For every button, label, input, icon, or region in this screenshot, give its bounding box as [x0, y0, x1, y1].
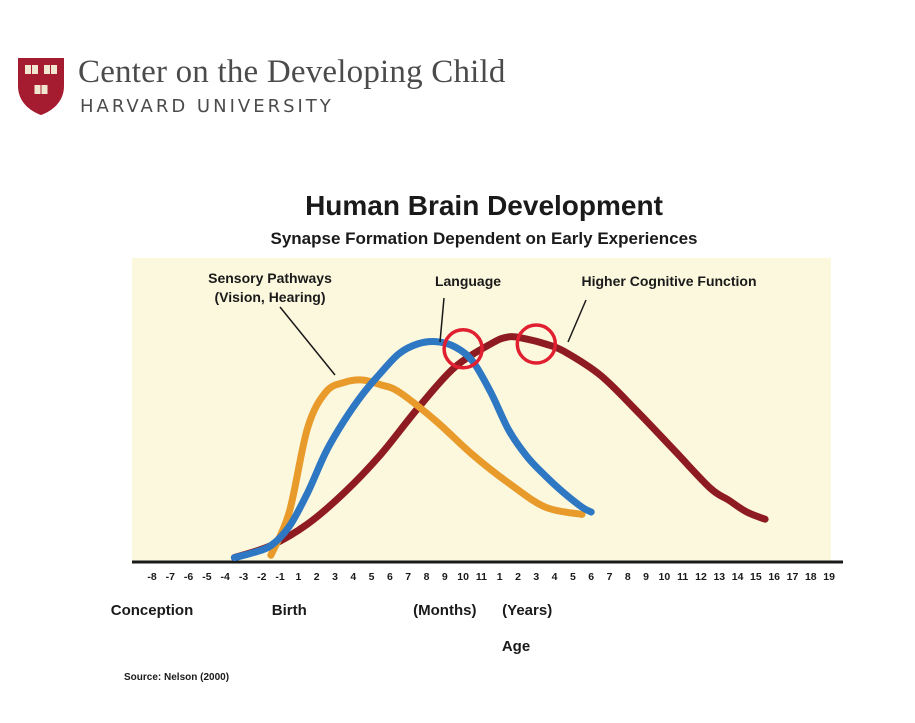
higher-cognitive-function-curve [230, 333, 769, 562]
x-tick-label: 5 [369, 571, 375, 583]
x-group-label: (Years) [502, 602, 552, 619]
x-tick-label: 4 [350, 571, 356, 583]
x-tick-label: 5 [570, 571, 576, 583]
x-tick-label: 17 [787, 571, 799, 583]
x-tick-label: 10 [457, 571, 469, 583]
x-tick-label: 9 [643, 571, 649, 583]
x-tick-label: -7 [166, 571, 175, 583]
x-tick-label: -8 [147, 571, 156, 583]
x-tick-label: 1 [295, 571, 301, 583]
x-tick-label: 19 [823, 571, 835, 583]
plot-background [132, 258, 831, 561]
chart-title: Human Brain Development [305, 190, 663, 221]
series-leader-line [439, 297, 445, 343]
series-leader-line [279, 306, 336, 376]
x-tick-label: 16 [768, 571, 780, 583]
x-tick-label: 14 [732, 571, 744, 583]
x-tick-label: 7 [405, 571, 411, 583]
org-subtitle: HARVARD UNIVERSITY [80, 96, 334, 117]
x-tick-label: 11 [677, 571, 688, 583]
x-tick-label: 12 [695, 571, 707, 583]
sensory-pathways-curve [267, 376, 586, 559]
x-tick-label: 3 [533, 571, 539, 583]
sensory-pathways-label: Sensory Pathways [208, 270, 332, 286]
language-curve [230, 338, 595, 562]
chart-subtitle: Synapse Formation Dependent on Early Exp… [270, 229, 697, 248]
x-tick-label: 1 [497, 571, 503, 583]
x-tick-label: 8 [424, 571, 430, 583]
x-tick-label: 6 [387, 571, 393, 583]
x-tick-label: 10 [659, 571, 671, 583]
header: Center on the Developing Child HARVARD U… [16, 52, 616, 122]
x-tick-label: 3 [332, 571, 338, 583]
x-tick-label: 18 [805, 571, 817, 583]
x-tick-label: -2 [257, 571, 266, 583]
x-tick-label: -5 [202, 571, 211, 583]
x-group-label: (Months) [413, 602, 476, 619]
sensory-pathways-label: (Vision, Hearing) [215, 289, 326, 305]
harvard-shield-logo [18, 58, 64, 115]
x-group-label: Birth [272, 602, 307, 619]
x-tick-label: 4 [552, 571, 558, 583]
x-tick-label: -1 [275, 571, 284, 583]
series-leader-line [567, 299, 587, 343]
x-tick-label: 7 [607, 571, 613, 583]
x-axis-label: Age [502, 638, 530, 655]
x-tick-label: 2 [314, 571, 320, 583]
higher-cognitive-function-label: Higher Cognitive Function [582, 273, 757, 289]
highlight-circle [515, 323, 558, 365]
highlight-circle [442, 328, 484, 370]
chart-source: Source: Nelson (2000) [124, 672, 229, 683]
x-tick-label: 15 [750, 571, 762, 583]
org-name: Center on the Developing Child [78, 54, 506, 90]
brain-development-chart: Human Brain Development Synapse Formatio… [111, 190, 843, 683]
x-tick-label: 6 [588, 571, 594, 583]
x-tick-label: 11 [476, 571, 487, 583]
language-label: Language [435, 273, 501, 289]
x-tick-label: 8 [625, 571, 631, 583]
x-group-label: Conception [111, 602, 194, 619]
x-tick-label: -4 [221, 571, 230, 583]
x-tick-label: -3 [239, 571, 248, 583]
x-tick-label: 2 [515, 571, 521, 583]
x-tick-label: -6 [184, 571, 193, 583]
x-tick-label: 9 [442, 571, 448, 583]
x-tick-label: 13 [713, 571, 725, 583]
